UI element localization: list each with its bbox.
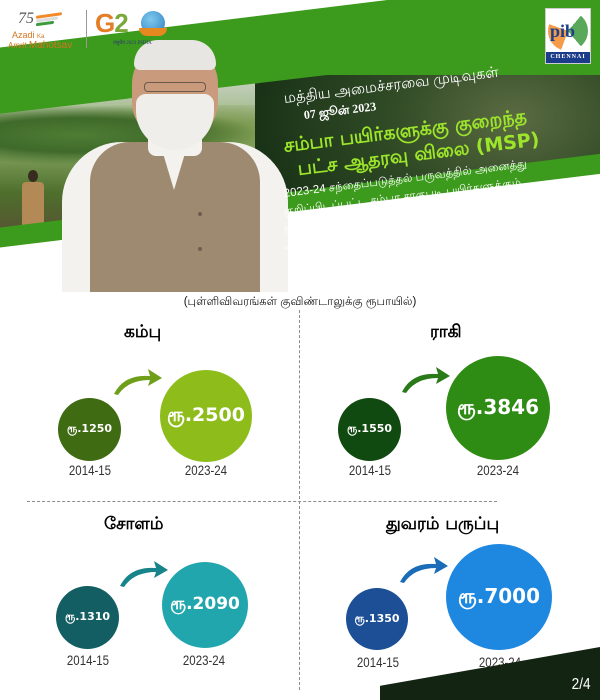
crop-name: சோளம் [104,514,164,534]
arrow-icon [120,561,168,587]
page-indicator: 2/4 [571,676,591,693]
crop-card-ragi: ராகி ரூ.1550 ரூ.3846 2014-15 2023-24 [320,322,580,502]
price-2023-24: ரூ.2090 [162,562,248,648]
crop-card-kambu: கம்பு ரூ.1250 ரூ.2500 2014-15 2023-24 [40,322,300,502]
crop-name: ராகி [430,322,462,342]
price-2014-15: ரூ.1350 [346,588,408,650]
logo-divider [86,10,87,48]
price-2014-15: ரூ.1310 [56,586,119,649]
flag-icon [36,12,64,27]
portrait-image [62,40,288,292]
unit-note: (புள்ளிவிவரங்கள் குவிண்டாலுக்கு ரூபாயில்… [183,296,417,308]
year-label: 2023-24 [476,462,520,478]
arrow-icon [114,369,162,395]
price-2023-24: ரூ.7000 [446,544,552,650]
arrow-icon [402,367,450,393]
price-2014-15: ரூ.1550 [338,398,401,461]
arrow-icon [400,557,448,583]
year-label: 2023-24 [184,462,228,478]
crop-card-cholam: சோளம் ரூ.1310 ரூ.2090 2014-15 2023-24 [40,510,300,690]
price-2014-15: ரூ.1250 [58,398,121,461]
year-label: 2014-15 [66,652,110,668]
g20-logo: G2 वसुधैव 2023 INDIA [95,8,175,50]
crop-card-thuvaram-paruppu: துவரம் பருப்பு ரூ.1350 ரூ.7000 2014-15 2… [320,510,580,690]
price-2023-24: ரூ.2500 [160,370,252,462]
price-2023-24: ரூ.3846 [446,356,550,460]
banner-text-block: மத்திய அமைச்சரவை முடிவுகள் 07 ஜூன் 2023 … [278,0,598,290]
azadi-ka-amrit-mahotsav-logo: 75 Azadi Ka Amrit Mahotsav [8,10,73,51]
vertical-divider [299,310,300,690]
pib-chennai-logo: pib CHENNAI [545,8,591,64]
crop-name: துவரம் பருப்பு [386,514,500,534]
cabinet-decisions-heading: மத்திய அமைச்சரவை முடிவுகள் [282,64,500,107]
year-label: 2014-15 [348,462,392,478]
year-label: 2014-15 [356,654,400,670]
lotus-icon [139,28,167,36]
crop-name: கம்பு [124,322,162,342]
year-label: 2023-24 [182,652,226,668]
horizontal-divider [27,501,497,502]
year-label: 2014-15 [68,462,112,478]
